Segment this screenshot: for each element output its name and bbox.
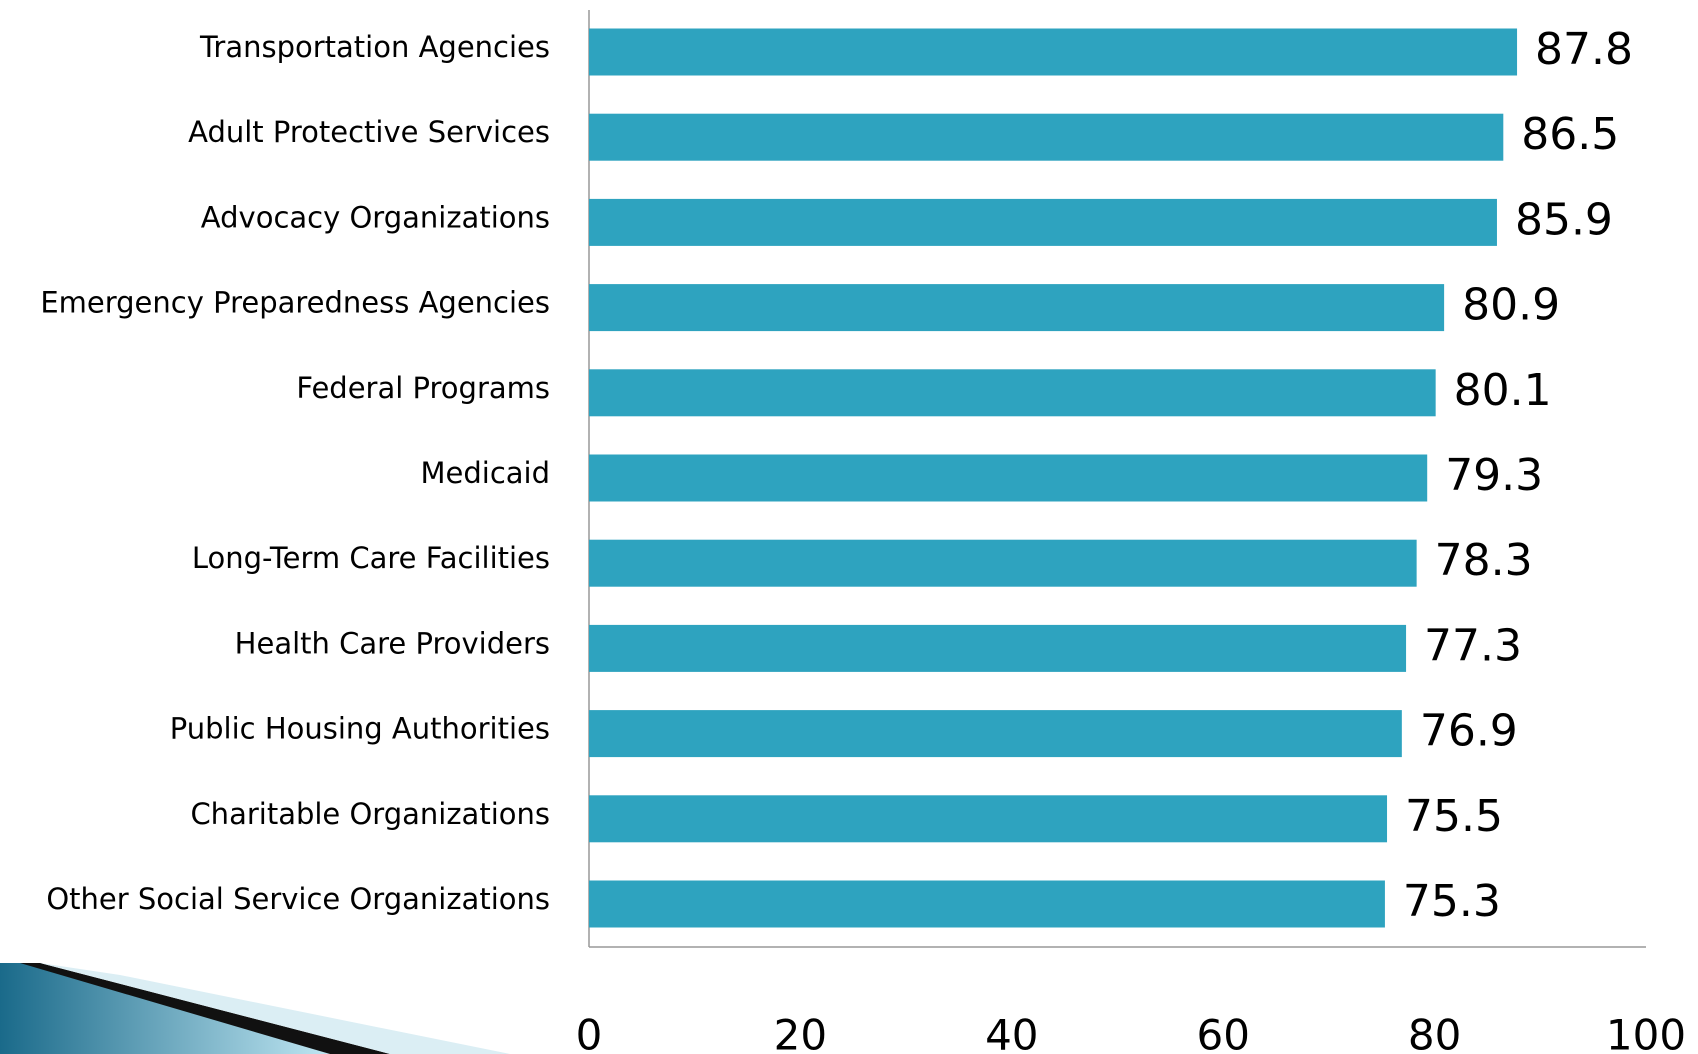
value-label: 79.3 <box>1445 450 1543 501</box>
bar <box>589 28 1518 76</box>
category-label: Health Care Providers <box>235 626 550 660</box>
bar <box>589 369 1436 417</box>
bar <box>589 795 1388 843</box>
bar <box>589 624 1407 672</box>
value-label: 77.3 <box>1424 620 1522 671</box>
value-label: 75.5 <box>1405 791 1503 842</box>
bar <box>589 454 1428 502</box>
category-label: Adult Protective Services <box>188 115 550 149</box>
value-label: 78.3 <box>1435 535 1533 586</box>
category-label: Transportation Agencies <box>199 30 550 64</box>
value-label: 80.9 <box>1462 280 1560 331</box>
x-tick-label: 0 <box>576 1011 603 1054</box>
category-label: Medicaid <box>420 456 550 490</box>
x-tick-label: 20 <box>774 1011 827 1054</box>
bar <box>589 113 1504 161</box>
x-tick-label: 100 <box>1606 1011 1686 1054</box>
value-label: 86.5 <box>1521 109 1619 160</box>
bar <box>589 284 1445 332</box>
bar <box>589 880 1385 928</box>
value-label: 80.1 <box>1454 365 1552 416</box>
category-label: Emergency Preparedness Agencies <box>40 286 550 320</box>
category-label: Public Housing Authorities <box>170 712 550 746</box>
decor <box>40 963 510 1054</box>
category-label: Long-Term Care Facilities <box>192 541 550 575</box>
x-tick-label: 40 <box>985 1011 1038 1054</box>
bar <box>589 539 1417 587</box>
value-label: 87.8 <box>1535 24 1633 75</box>
category-label: Other Social Service Organizations <box>46 882 550 916</box>
bar <box>589 710 1402 758</box>
x-tick-label: 80 <box>1408 1011 1461 1054</box>
value-label: 76.9 <box>1420 706 1518 757</box>
value-label: 75.3 <box>1403 876 1501 927</box>
category-label: Federal Programs <box>296 371 550 405</box>
category-label: Advocacy Organizations <box>201 200 550 234</box>
decor <box>0 963 330 1054</box>
value-label: 85.9 <box>1515 194 1613 245</box>
x-tick-label: 60 <box>1196 1011 1249 1054</box>
decor <box>20 963 390 1054</box>
bar <box>589 198 1497 246</box>
category-label: Charitable Organizations <box>190 797 550 831</box>
